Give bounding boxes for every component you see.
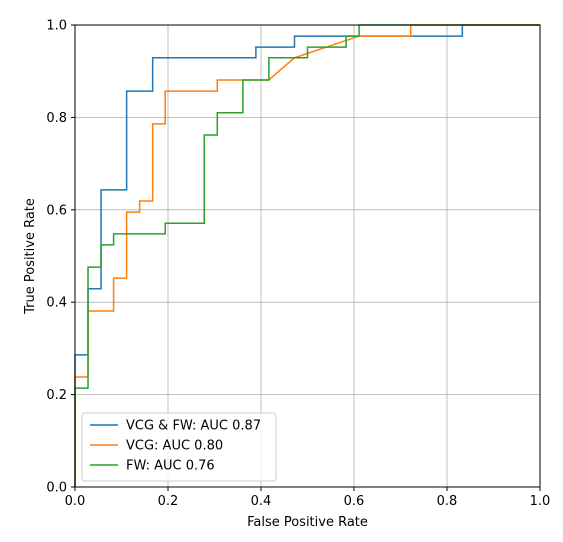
series-line-2 [74, 24, 540, 487]
legend-label-2: VCG: AUC 0.80 [126, 439, 223, 454]
axis-ticks: 0.0 0.2 0.4 0.6 0.8 1.0 0.0 0.2 0.4 0.6 0.8 1.0 [46, 19, 550, 510]
y-tick-label: 0.0 [46, 481, 67, 496]
x-tick-label: 0.4 [251, 494, 272, 509]
legend-box [81, 412, 277, 482]
x-tick-label: 0.2 [158, 494, 179, 509]
x-tick-label: 0.8 [437, 494, 458, 509]
plot-frame [74, 24, 541, 488]
legend: VCG & FW: AUC 0.87 VCG: AUC 0.80 FW: AUC 0… [81, 412, 277, 482]
series-layer [74, 24, 540, 487]
legend-label-1: VCG & FW: AUC 0.87 [126, 419, 261, 434]
x-tick-label: 1.0 [530, 494, 551, 509]
y-tick-label: 0.8 [46, 111, 67, 126]
series-line-3 [74, 24, 540, 487]
x-tick-label: 0.0 [65, 494, 86, 509]
legend-label-3: FW: AUC 0.76 [126, 459, 215, 474]
x-tick-label: 0.6 [344, 494, 365, 509]
y-tick-label: 0.6 [46, 203, 67, 218]
y-axis-label: True Positive Rate [23, 198, 38, 315]
y-tick-label: 0.2 [46, 388, 67, 403]
x-axis-label: False Positive Rate [247, 515, 368, 530]
y-tick-label: 1.0 [46, 19, 67, 34]
y-tick-label: 0.4 [46, 296, 67, 311]
